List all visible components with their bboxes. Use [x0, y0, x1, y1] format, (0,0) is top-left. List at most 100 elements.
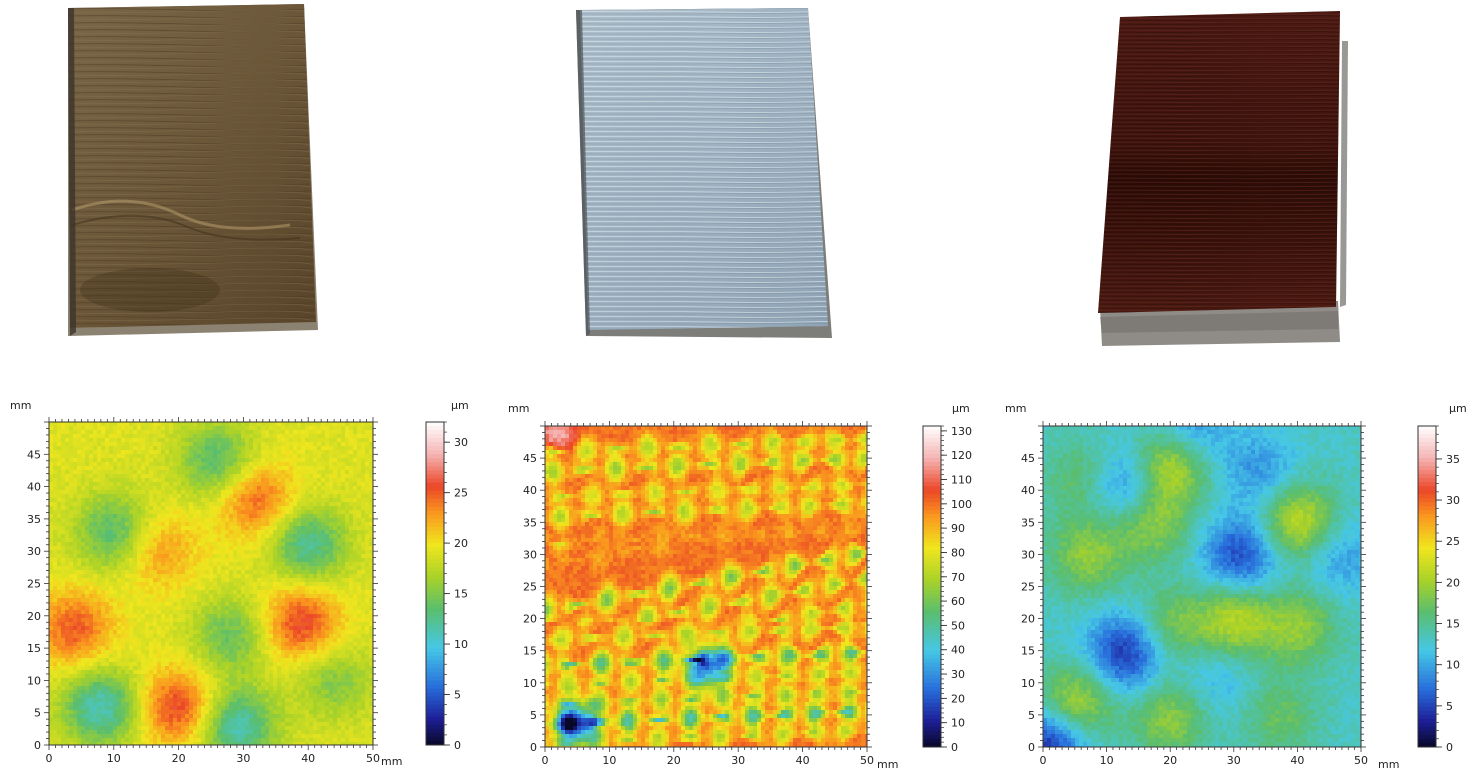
heatmap-cell: [97, 538, 102, 543]
heatmap-cell: [145, 622, 150, 627]
heatmap-cell: [69, 570, 74, 575]
heatmap-cell: [117, 534, 122, 539]
heatmap-cell: [321, 458, 326, 463]
heatmap-cell: [225, 438, 230, 443]
heatmap-cell: [205, 582, 210, 587]
heatmap-cell: [249, 570, 254, 575]
heatmap-cell: [333, 610, 338, 615]
heatmap-cell: [321, 662, 326, 667]
heatmap-cell: [293, 562, 298, 567]
heatmap-cell: [85, 566, 90, 571]
heatmap-cell: [69, 666, 74, 671]
heatmap-cell: [309, 526, 314, 531]
heatmap-cell: [269, 522, 274, 527]
heatmap-cell: [157, 518, 162, 523]
heatmap-cell: [281, 450, 286, 455]
heatmap-cell: [193, 506, 198, 511]
heatmap-cell: [229, 590, 234, 595]
heatmap-cell: [125, 554, 130, 559]
heatmap-cell: [201, 526, 206, 531]
heatmap-cell: [57, 650, 62, 655]
heatmap-cell: [205, 522, 210, 527]
heatmap-cell: [89, 630, 94, 635]
heatmap-cell: [157, 566, 162, 571]
heatmap-cell: [137, 482, 142, 487]
heatmap-cell: [65, 542, 70, 547]
heatmap-cell: [157, 546, 162, 551]
heatmap-cell: [341, 650, 346, 655]
heatmap-cell: [61, 514, 66, 519]
heatmap-cell: [69, 454, 74, 459]
heatmap-cell: [101, 614, 106, 619]
heatmap-cell: [365, 446, 370, 451]
heatmap-cell: [301, 566, 306, 571]
heatmap-cell: [285, 454, 290, 459]
heatmap-cell: [357, 510, 362, 515]
heatmap-cell: [225, 526, 230, 531]
heatmap-cell: [129, 494, 134, 499]
heatmap-cell: [245, 582, 250, 587]
heatmap-cell: [369, 614, 374, 619]
heatmap-cell: [249, 474, 254, 479]
heatmap-cell: [97, 462, 102, 467]
heatmap-cell: [285, 606, 290, 611]
heatmap-cell: [177, 494, 182, 499]
heatmap-cell: [245, 590, 250, 595]
heatmap-cell: [337, 462, 342, 467]
heatmap-cell: [285, 642, 290, 647]
heatmap-cell: [289, 634, 294, 639]
heatmap-cell: [333, 602, 338, 607]
heatmap-cell: [149, 622, 154, 627]
heatmap-cell: [161, 570, 166, 575]
heatmap-cell: [69, 562, 74, 567]
heatmap-cell: [281, 434, 286, 439]
heatmap-cell: [53, 442, 58, 447]
heatmap-cell: [325, 494, 330, 499]
heatmap-cell: [189, 466, 194, 471]
heatmap-cell: [233, 454, 238, 459]
heatmap-cell: [201, 498, 206, 503]
heatmap-cell: [361, 590, 366, 595]
heatmap-cell: [333, 662, 338, 667]
heatmap-cell: [125, 526, 130, 531]
heatmap-cell: [349, 442, 354, 447]
heatmap-cell: [237, 646, 242, 651]
heatmap-cell: [273, 570, 278, 575]
heatmap-cell: [281, 622, 286, 627]
heatmap-cell: [301, 634, 306, 639]
heatmap-cell: [97, 490, 102, 495]
heatmap-cell: [209, 526, 214, 531]
heatmap-cell: [77, 606, 82, 611]
heatmap-cell: [285, 510, 290, 515]
heatmap-cell: [213, 546, 218, 551]
heatmap-cell: [221, 642, 226, 647]
heatmap-cell: [225, 530, 230, 535]
heatmap-cell: [145, 562, 150, 567]
heatmap-cell: [233, 522, 238, 527]
heatmap-cell: [161, 558, 166, 563]
heatmap-cell: [281, 590, 286, 595]
heatmap-cell: [141, 510, 146, 515]
heatmap-cell: [313, 422, 318, 427]
heatmap-cell: [149, 426, 154, 431]
heatmap-cell: [149, 638, 154, 643]
heatmap-cell: [193, 438, 198, 443]
heatmap-cell: [273, 578, 278, 583]
heatmap-cell: [269, 494, 274, 499]
heatmap-cell: [293, 474, 298, 479]
heatmap-cell: [353, 594, 358, 599]
heatmap-cell: [109, 650, 114, 655]
heatmap-cell: [325, 482, 330, 487]
heatmap-cell: [353, 558, 358, 563]
heatmap-cell: [237, 578, 242, 583]
heatmap-cell: [117, 514, 122, 519]
heatmap-cell: [93, 638, 98, 643]
heatmap-cell: [77, 666, 82, 671]
heatmap-cell: [113, 646, 118, 651]
heatmap-cell: [89, 454, 94, 459]
heatmap-cell: [313, 466, 318, 471]
heatmap-cell: [161, 622, 166, 627]
heatmap-cell: [93, 558, 98, 563]
heatmap-cell: [297, 582, 302, 587]
heatmap-cell: [337, 526, 342, 531]
